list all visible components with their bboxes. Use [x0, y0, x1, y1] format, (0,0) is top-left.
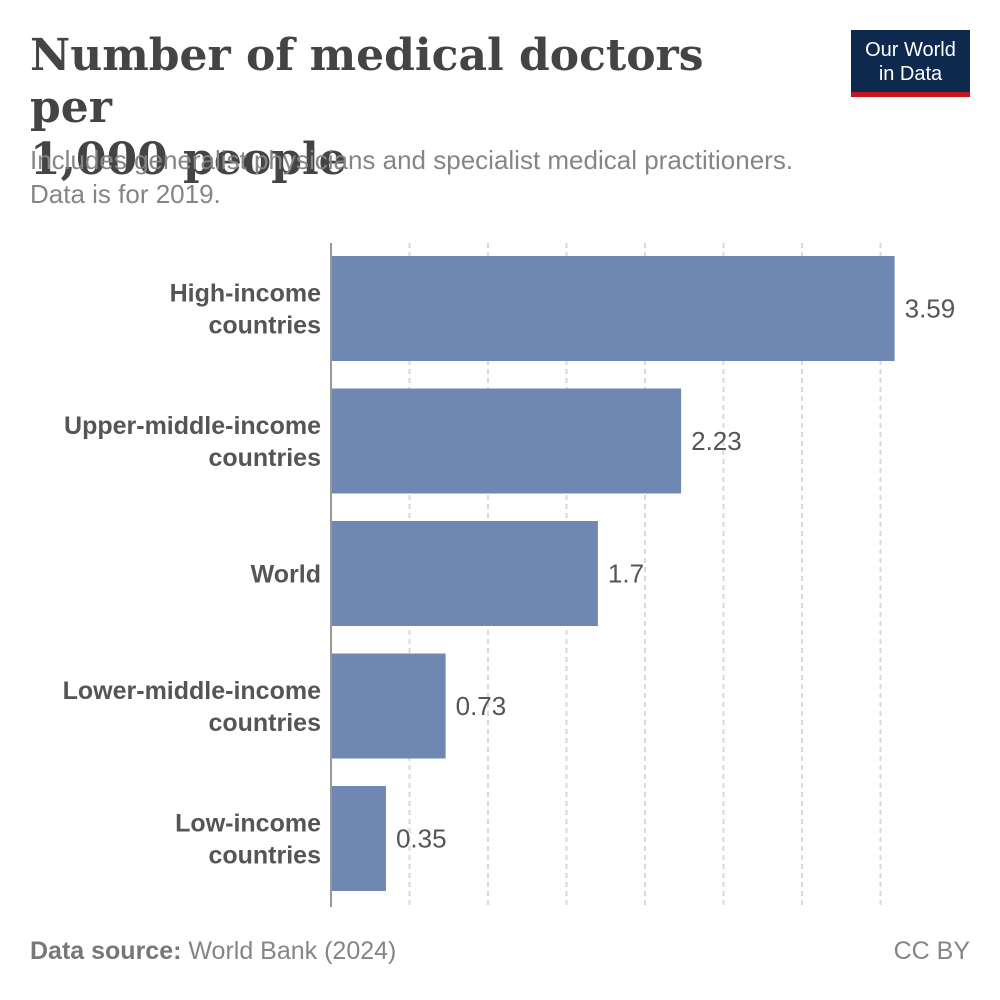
bar: [331, 388, 682, 494]
category-label: countries: [208, 709, 321, 737]
logo-line-2: in Data: [878, 63, 943, 85]
bar: [331, 786, 386, 891]
logo-line-1: Our World: [865, 39, 956, 61]
category-label: countries: [208, 312, 321, 340]
category-label: World: [251, 561, 321, 589]
footer: Data source: World Bank (2024) CC BY: [30, 937, 970, 966]
category-label: Upper-middle-income: [64, 412, 321, 440]
bar: [331, 256, 895, 361]
value-label: 1.7: [608, 559, 644, 589]
category-label: Lower-middle-income: [63, 677, 321, 705]
source-label: Data source:: [30, 937, 182, 965]
bar: [331, 653, 446, 759]
category-label: countries: [208, 842, 321, 870]
title-line-2: 1,000 people: [30, 134, 347, 185]
value-label: 0.73: [456, 691, 507, 721]
subtitle-line-2: Data is for 2019.: [30, 179, 221, 209]
source-text[interactable]: World Bank (2024): [188, 937, 397, 965]
value-label: 3.59: [905, 294, 956, 324]
subtitle-line-1: Includes generalist physicians and speci…: [30, 145, 794, 175]
license-label[interactable]: CC BY: [893, 937, 970, 965]
category-label: countries: [208, 444, 321, 472]
title-line-1: Number of medical doctors per: [30, 30, 704, 133]
bar: [331, 521, 598, 626]
category-label: Low-income: [175, 810, 321, 838]
value-label: 0.35: [396, 824, 447, 854]
chart-title: Number of medical doctors per 1,000 peop…: [30, 30, 750, 186]
chart-subtitle: Includes generalist physicians and speci…: [30, 143, 970, 211]
owid-logo[interactable]: Our World in Data: [851, 30, 970, 97]
category-label: High-income: [170, 280, 321, 308]
value-label: 2.23: [691, 426, 742, 456]
